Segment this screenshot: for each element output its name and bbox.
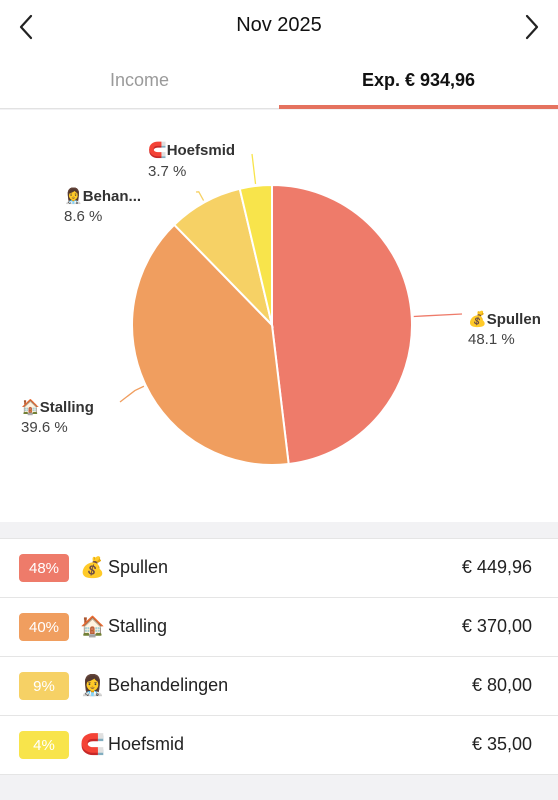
stalling-icon: 🏠 — [21, 398, 40, 416]
spullen-icon: 💰 — [468, 310, 487, 328]
list-item-behandelingen[interactable]: 9% 👩‍⚕️ Behandelingen € 80,00 — [0, 657, 558, 716]
percent-badge: 48% — [19, 554, 69, 582]
svg-text:🏠Stalling: 🏠Stalling — [21, 398, 94, 416]
tab-income[interactable]: Income — [109, 70, 170, 90]
previous-month-button[interactable] — [6, 10, 46, 44]
pie-slice-stalling-leader-line — [119, 385, 145, 403]
percent-badge: 40% — [19, 613, 69, 641]
tab-expenses[interactable]: Exp. € 934,96 — [361, 70, 476, 90]
pie-slice-spullen[interactable] — [271, 183, 413, 466]
svg-text:💰Spullen: 💰Spullen — [468, 310, 541, 328]
behandelingen-label: Behan... — [83, 188, 141, 205]
chart-area: 💰Spullen 48.1 % 🏠Stalling 39.6 % 👩‍⚕️Beh… — [0, 110, 558, 522]
next-month-button[interactable] — [512, 10, 552, 44]
tab-bar: Income Exp. € 934,96 — [0, 52, 558, 109]
slice-label-stalling: 🏠Stalling 39.6 % — [21, 398, 94, 436]
svg-text:👩‍⚕️Behan...: 👩‍⚕️Behan... — [64, 187, 141, 205]
category-name: Hoefsmid — [108, 734, 185, 754]
chevron-left-icon — [19, 14, 33, 40]
month-title[interactable]: Nov 2025 — [236, 14, 322, 36]
pie-slice-behandelingen-leader-line — [195, 191, 205, 201]
category-name: Spullen — [108, 557, 169, 577]
pie-slice-hoefsmid[interactable] — [238, 183, 273, 326]
spullen-label: Spullen — [487, 311, 541, 328]
slice-label-hoefsmid: 🧲Hoefsmid 3.7 % — [148, 141, 235, 180]
header-bar: Nov 2025 — [0, 0, 558, 52]
list-item-stalling[interactable]: 40% 🏠 Stalling € 370,00 — [0, 598, 558, 657]
health-worker-icon: 👩‍⚕️ — [80, 675, 105, 697]
hoefsmid-percent: 3.7 % — [148, 163, 186, 180]
category-amount: € 449,96 — [461, 557, 532, 577]
magnet-icon: 🧲 — [80, 734, 105, 756]
stalling-percent: 39.6 % — [21, 419, 68, 436]
house-icon: 🏠 — [80, 616, 105, 638]
category-list: 48% 💰 Spullen € 449,96 40% 🏠 Stalling € … — [0, 538, 558, 775]
category-amount: € 370,00 — [461, 616, 532, 636]
percent-badge: 9% — [19, 672, 69, 700]
category-name: Behandelingen — [108, 675, 229, 695]
active-tab-indicator — [279, 105, 558, 109]
svg-text:🧲Hoefsmid: 🧲Hoefsmid — [148, 141, 235, 159]
percent-badge: 4% — [19, 731, 69, 759]
category-amount: € 80,00 — [471, 675, 532, 695]
pie-slice-stalling[interactable] — [131, 223, 290, 466]
category-amount: € 35,00 — [471, 734, 532, 754]
behandelingen-percent: 8.6 % — [64, 208, 102, 225]
behandelingen-icon: 👩‍⚕️ — [64, 187, 83, 205]
spullen-percent: 48.1 % — [468, 331, 515, 348]
category-name: Stalling — [108, 616, 168, 636]
slice-label-behandelingen: 👩‍⚕️Behan... 8.6 % — [64, 187, 141, 225]
pie-slice-hoefsmid-leader-line — [251, 153, 257, 185]
pie-slice-spullen-leader-line — [413, 313, 463, 318]
chevron-right-icon — [525, 14, 539, 40]
hoefsmid-icon: 🧲 — [148, 141, 167, 159]
list-item-spullen[interactable]: 48% 💰 Spullen € 449,96 — [0, 539, 558, 598]
expense-pie-chart: 💰Spullen 48.1 % 🏠Stalling 39.6 % 👩‍⚕️Beh… — [21, 141, 541, 466]
slice-label-spullen: 💰Spullen 48.1 % — [468, 310, 541, 348]
stalling-label: Stalling — [40, 399, 94, 416]
list-item-hoefsmid[interactable]: 4% 🧲 Hoefsmid € 35,00 — [0, 716, 558, 775]
money-bag-icon: 💰 — [80, 557, 105, 579]
hoefsmid-label: Hoefsmid — [167, 142, 235, 159]
